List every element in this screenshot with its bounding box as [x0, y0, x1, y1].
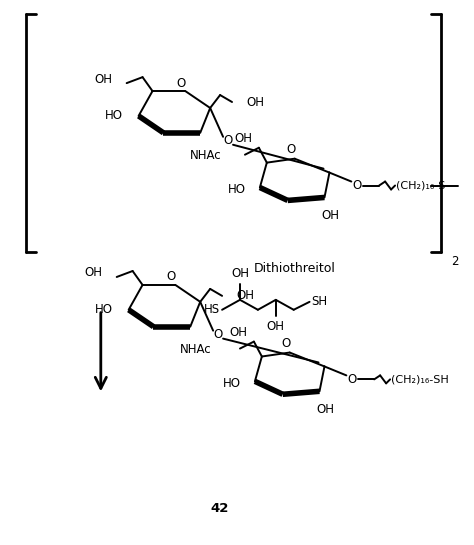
Text: OH: OH [317, 403, 335, 416]
Text: O: O [348, 373, 357, 386]
Text: SH: SH [311, 295, 328, 308]
Text: NHAc: NHAc [180, 343, 211, 355]
Text: Dithiothreitol: Dithiothreitol [254, 262, 336, 275]
Text: O: O [286, 143, 295, 156]
Text: O: O [353, 179, 362, 192]
Text: OH: OH [246, 95, 264, 108]
Text: O: O [177, 77, 186, 89]
Text: OH: OH [321, 209, 339, 222]
Text: HO: HO [228, 183, 246, 196]
Text: NHAc: NHAc [190, 149, 221, 162]
Text: OH: OH [229, 325, 247, 338]
Text: O: O [223, 134, 233, 147]
Text: HS: HS [204, 303, 220, 316]
Text: OH: OH [234, 132, 252, 145]
Text: OH: OH [85, 267, 103, 280]
Text: (CH₂)₁₆-S: (CH₂)₁₆-S [396, 180, 446, 191]
Text: O: O [167, 270, 176, 283]
Text: (CH₂)₁₆-SH: (CH₂)₁₆-SH [391, 374, 449, 384]
Text: OH: OH [267, 320, 285, 332]
Text: HO: HO [223, 377, 241, 390]
Text: OH: OH [231, 267, 249, 280]
Text: 2: 2 [451, 255, 458, 268]
Text: OH: OH [236, 289, 254, 302]
Text: O: O [281, 337, 291, 350]
Text: HO: HO [105, 110, 123, 123]
Text: HO: HO [95, 303, 113, 316]
Text: 42: 42 [211, 502, 229, 515]
Text: OH: OH [95, 72, 113, 86]
Text: O: O [213, 328, 223, 341]
